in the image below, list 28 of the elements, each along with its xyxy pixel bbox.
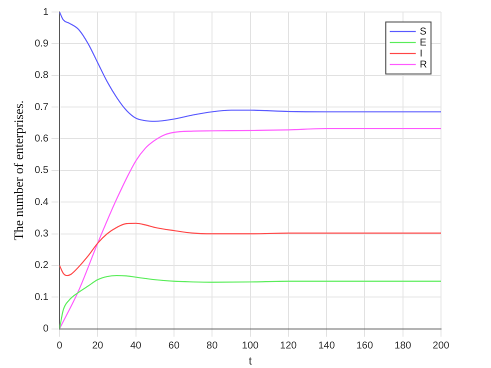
x-tick-label: 40: [130, 340, 142, 352]
y-tick-label: 0: [42, 324, 49, 335]
y-tick-label: 1: [42, 6, 49, 18]
x-tick-label: 100: [242, 340, 260, 352]
x-tick-label: 0: [56, 340, 63, 352]
x-tick-label: 120: [280, 340, 298, 352]
x-tick-label: 160: [356, 340, 374, 352]
x-tick-label: 80: [206, 340, 218, 352]
y-tick-label: 0.9: [34, 38, 49, 50]
x-tick-label: 140: [318, 340, 336, 352]
x-axis-title: t: [248, 355, 252, 368]
x-tick-label: 20: [92, 340, 104, 352]
y-tick-label: 0.3: [34, 228, 49, 240]
x-tick-label: 200: [432, 340, 450, 352]
x-tick-label: 180: [394, 340, 412, 352]
legend-label: E: [420, 37, 427, 48]
y-tick-label: 0.4: [34, 196, 49, 208]
y-tick-label: 0.8: [34, 70, 49, 82]
legend-label: S: [420, 26, 427, 38]
legend-label: I: [420, 48, 423, 60]
y-tick-label: 0.6: [34, 133, 49, 144]
y-tick-label: 0.2: [34, 260, 49, 272]
y-axis-title: The number of enterprises.: [11, 100, 26, 240]
y-tick-label: 0.1: [34, 292, 49, 303]
y-tick-label: 0.5: [34, 165, 49, 176]
legend-label: R: [420, 59, 428, 70]
y-tick-label: 0.7: [34, 102, 49, 113]
x-tick-label: 60: [168, 340, 180, 352]
